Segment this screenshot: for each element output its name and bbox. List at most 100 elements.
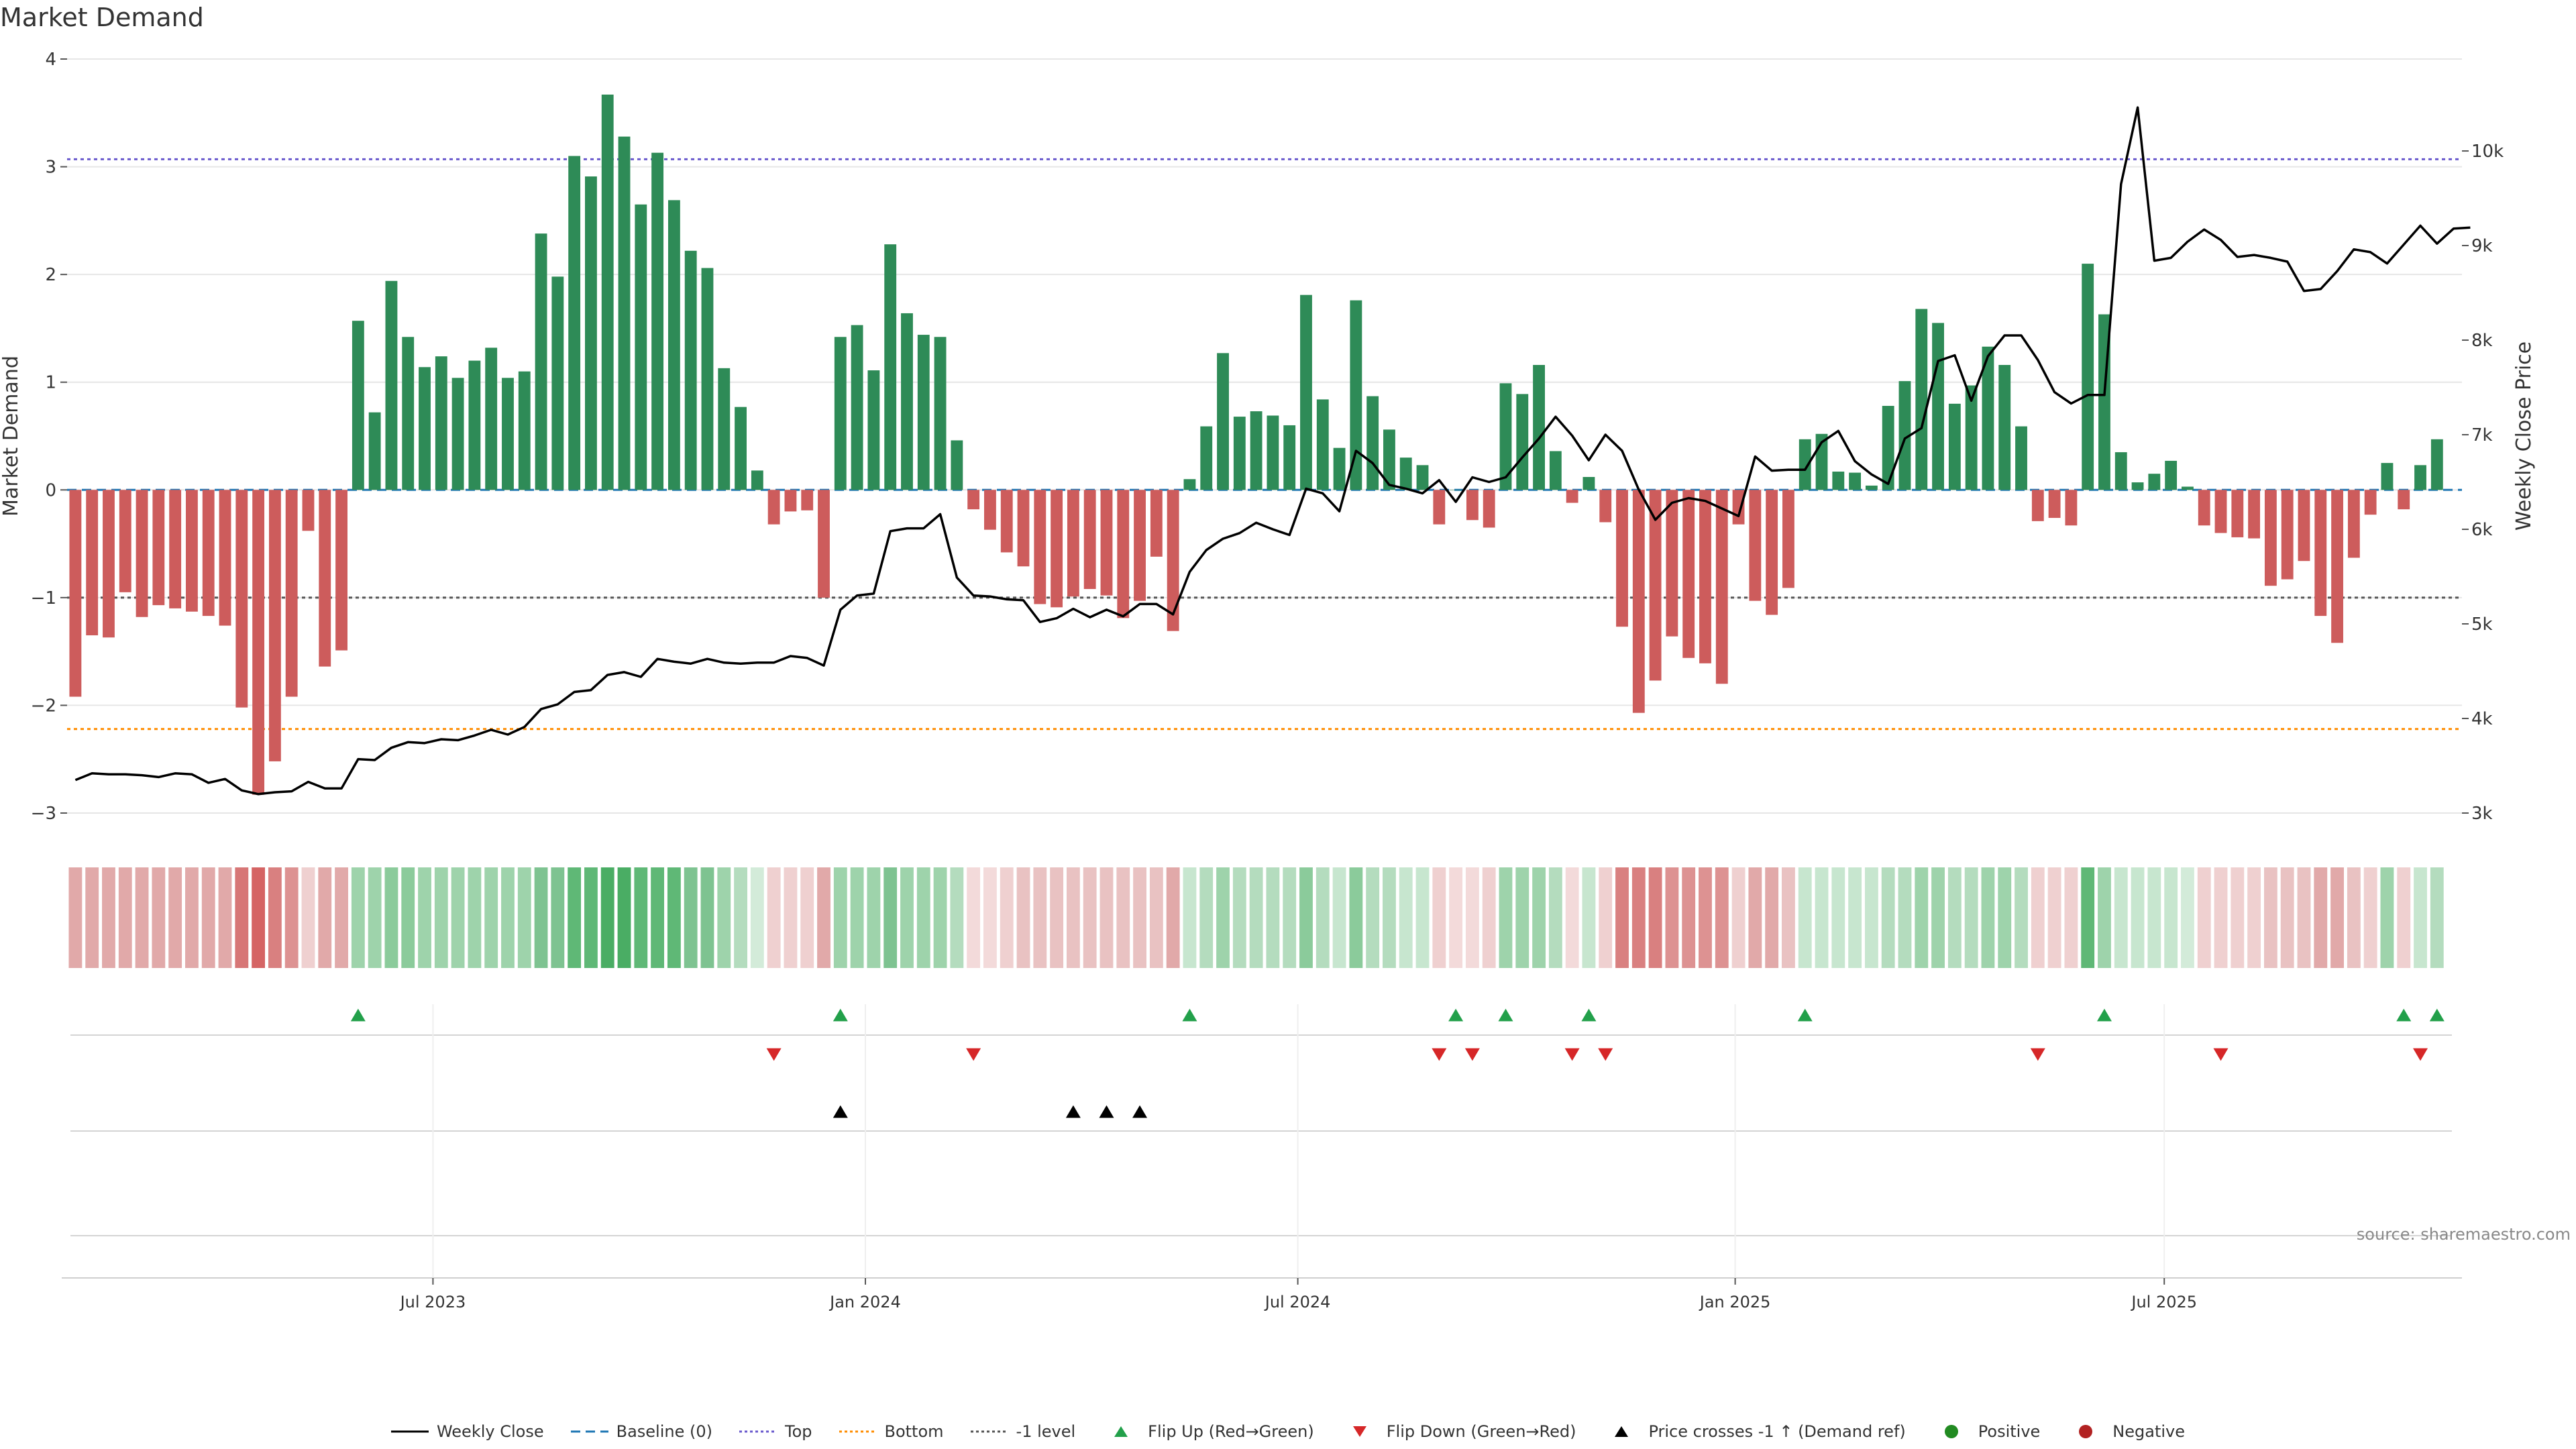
strip-cell — [1299, 867, 1313, 968]
strip-cell — [2247, 867, 2261, 968]
price-cross-marker — [1132, 1105, 1148, 1118]
strip-cell — [1947, 867, 1962, 968]
demand-bar — [2414, 465, 2426, 490]
strip-cell — [600, 867, 614, 968]
demand-bar — [252, 490, 265, 795]
demand-bars — [69, 94, 2443, 795]
legend-label: Positive — [1978, 1422, 2041, 1441]
strip-cell — [750, 867, 764, 968]
demand-bar — [1366, 396, 1379, 490]
strip-cell — [2397, 867, 2411, 968]
legend-label: Negative — [2112, 1422, 2186, 1441]
demand-bar — [1150, 490, 1163, 557]
demand-bar — [468, 360, 481, 490]
demand-bar — [202, 490, 215, 616]
demand-bar — [1849, 472, 1862, 490]
strip-cell — [1066, 867, 1080, 968]
strip-cell — [883, 867, 898, 968]
flip-down-marker — [1564, 1048, 1580, 1061]
legend-item-top: Top — [739, 1422, 812, 1441]
demand-bar — [2015, 426, 2027, 490]
demand-bar — [385, 280, 398, 490]
demand-bar — [2198, 490, 2210, 526]
strip-cell — [1482, 867, 1496, 968]
legend-label: Price crosses -1 ↑ (Demand ref) — [1648, 1422, 1906, 1441]
strip-cell — [1998, 867, 2012, 968]
demand-bar — [1599, 490, 1612, 523]
strip-cell — [1831, 867, 1845, 968]
event-markers — [350, 1008, 2445, 1118]
minus-one-legend-icon — [970, 1430, 1008, 1433]
flip-down-marker — [2413, 1048, 2428, 1061]
strip-cell — [734, 867, 747, 968]
demand-bar — [1233, 417, 1246, 490]
demand-bar — [1749, 490, 1762, 601]
strip-cell — [2098, 867, 2111, 968]
strip-cell — [717, 867, 731, 968]
legend-label: Flip Down (Green→Red) — [1386, 1422, 1576, 1441]
strip-cell — [1515, 867, 1529, 968]
x-tick-label: Jul 2025 — [2130, 1293, 2197, 1311]
y-tick-label: 4 — [45, 50, 56, 70]
demand-bar — [2165, 460, 2178, 490]
demand-bar — [1932, 323, 1944, 490]
demand-bar — [435, 356, 447, 490]
legend-label: -1 level — [1016, 1422, 1076, 1441]
demand-bar — [1865, 485, 1878, 490]
strip-cell — [1631, 867, 1646, 968]
demand-bar — [2082, 264, 2094, 490]
demand-bar — [585, 176, 597, 490]
price-cross-marker — [1065, 1105, 1081, 1118]
strip-cell — [817, 867, 830, 968]
demand-bar — [335, 490, 347, 651]
strip-cell — [185, 867, 199, 968]
demand-bar — [2398, 490, 2410, 510]
y2-tick-label: 5k — [2471, 614, 2493, 635]
demand-bar — [1200, 426, 1213, 490]
strip-cell — [534, 867, 548, 968]
chart-title: Market Demand — [0, 3, 204, 32]
strip-cell — [1000, 867, 1014, 968]
strip-cell — [1782, 867, 1795, 968]
demand-bar — [934, 337, 947, 490]
demand-bar — [285, 490, 298, 697]
strip-cell — [1332, 867, 1346, 968]
negative-legend-icon — [2079, 1425, 2093, 1438]
strip-cell — [1765, 867, 1779, 968]
demand-bar — [867, 370, 880, 490]
legend-item-bottom: Bottom — [839, 1422, 944, 1441]
demand-bar — [1832, 471, 1845, 490]
demand-bar — [735, 407, 747, 490]
demand-bar — [1466, 490, 1479, 521]
x-tick-label: Jan 2025 — [1699, 1293, 1771, 1311]
demand-bar — [1183, 479, 1196, 490]
strip-cell — [1316, 867, 1330, 968]
strip-cell — [2380, 867, 2394, 968]
flip-up-marker — [2396, 1008, 2412, 1022]
demand-bar — [219, 490, 231, 626]
positive-legend-icon — [1944, 1425, 1958, 1438]
strip-cell — [1599, 867, 1613, 968]
demand-bar — [1300, 294, 1312, 490]
demand-bar — [69, 490, 82, 697]
demand-bar — [518, 371, 531, 490]
demand-bar — [651, 152, 664, 490]
x-tick-label: Jul 2023 — [399, 1293, 466, 1311]
demand-bar — [2381, 463, 2394, 490]
strip-cell — [1815, 867, 1829, 968]
strip-cell — [1432, 867, 1446, 968]
demand-bar — [984, 490, 996, 530]
strip-cell — [1016, 867, 1030, 968]
strip-cell — [1648, 867, 1662, 968]
demand-bar — [2048, 490, 2061, 519]
demand-bar — [767, 490, 780, 525]
strip-cell — [85, 867, 99, 968]
demand-bar — [1732, 490, 1745, 525]
legend-item-baseline: Baseline (0) — [570, 1422, 712, 1441]
strip-cell — [401, 867, 415, 968]
strip-cell — [135, 867, 149, 968]
strip-cell — [2047, 867, 2061, 968]
strip-cell — [1050, 867, 1064, 968]
demand-bar — [1782, 490, 1794, 588]
